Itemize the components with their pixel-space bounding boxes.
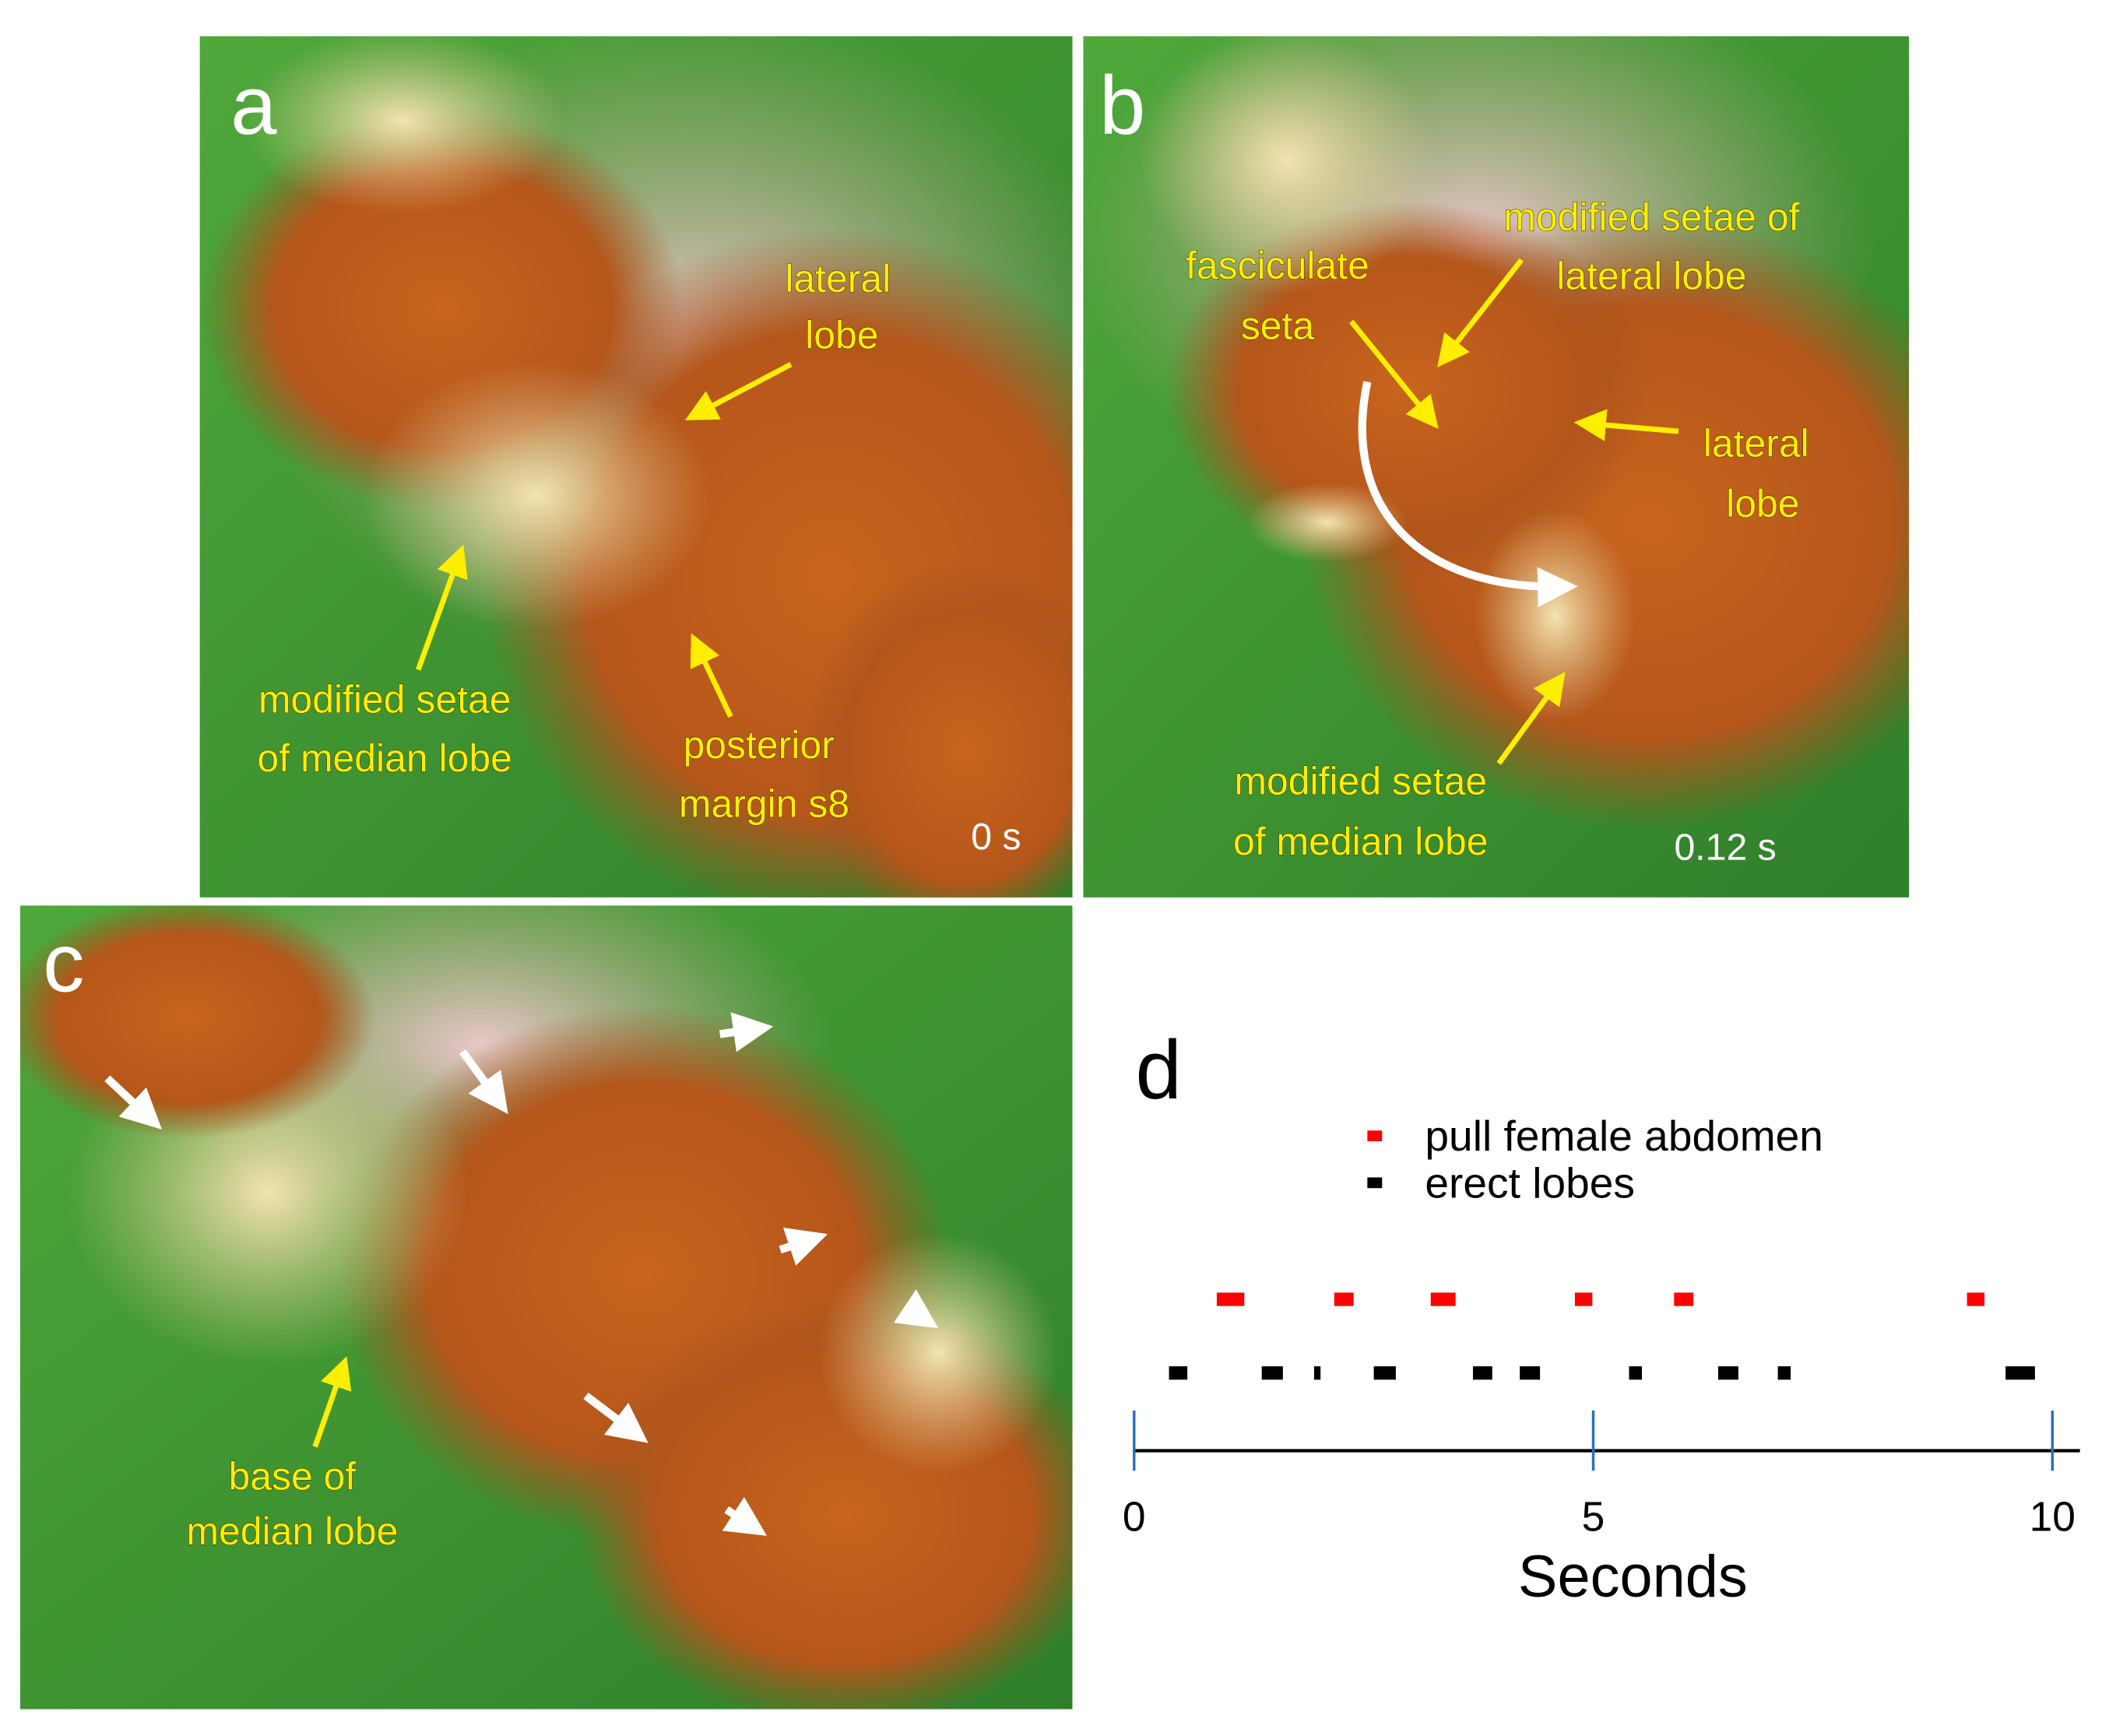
annotations-a: a lateral lobe modified setae of median … [230, 58, 1021, 858]
panel-label: c [43, 915, 84, 1009]
arrow [1573, 409, 1679, 441]
white-arrows [104, 1012, 939, 1536]
legend-label: pull female abdomen [1425, 1112, 1823, 1160]
panel-label: d [1135, 1023, 1181, 1116]
annotation: seta [1241, 304, 1315, 347]
arrow [1437, 258, 1524, 367]
annotations-c: c base of median lobe [43, 915, 939, 1553]
legend-swatch [1367, 1177, 1383, 1189]
arrow [1496, 671, 1566, 765]
time-label: 0.12 s [1674, 827, 1776, 869]
event-segment [1717, 1366, 1738, 1380]
annotation: median lobe [186, 1509, 398, 1553]
annotation: fasciculate [1186, 244, 1369, 287]
x-tick-label: 0 [1123, 1495, 1146, 1541]
annotations-b: b modified setae of lateral lobe fascicu… [1099, 58, 1809, 869]
event-segment [1430, 1292, 1456, 1306]
annotation: margin s8 [679, 782, 849, 826]
annotation: modified setae [1234, 759, 1487, 803]
legend-swatch [1367, 1130, 1383, 1142]
annotation: lateral lobe [1556, 255, 1746, 298]
event-segment [1674, 1292, 1694, 1306]
event-segment [2005, 1366, 2035, 1380]
annotation: of median lobe [1233, 820, 1489, 863]
event-segment [1334, 1292, 1354, 1306]
x-tick-label: 10 [2030, 1495, 2076, 1541]
arrow [1349, 319, 1439, 429]
legend-label: erect lobes [1425, 1158, 1635, 1207]
event-segment [1777, 1366, 1791, 1380]
event-segment [1216, 1292, 1245, 1306]
panel-label: b [1099, 58, 1145, 152]
event-segment [1967, 1292, 1985, 1306]
event-segment [1169, 1366, 1188, 1380]
photo-a [199, 36, 1073, 898]
photo-b [1083, 36, 1910, 898]
arrow [416, 544, 468, 671]
event-segment [1574, 1292, 1593, 1306]
event-segment [1473, 1366, 1492, 1380]
event-segment [1313, 1366, 1321, 1380]
photo-c [19, 905, 1073, 1710]
panel-label: a [230, 58, 277, 152]
annotation: modified setae of [1503, 195, 1799, 239]
annotation: lobe [805, 313, 878, 357]
time-label: 0 s [971, 816, 1021, 858]
annotation: base of [228, 1454, 356, 1498]
annotation: lobe [1726, 482, 1799, 525]
annotation: of median lobe [257, 736, 512, 780]
annotation: modified setae [258, 677, 511, 721]
event-segment [1520, 1366, 1541, 1380]
event-segment [1261, 1366, 1283, 1380]
x-tick-label: 5 [1582, 1495, 1605, 1541]
curved-arrow [1358, 381, 1578, 608]
arrow [684, 361, 793, 420]
event-segment [1629, 1366, 1643, 1380]
annotation: posterior [683, 723, 834, 767]
annotation: lateral [1703, 422, 1809, 466]
annotation: lateral [785, 257, 891, 300]
arrow [690, 633, 733, 719]
arrow [312, 1356, 352, 1448]
event-segment [1373, 1366, 1396, 1380]
x-axis-label: Seconds [1518, 1544, 1748, 1610]
